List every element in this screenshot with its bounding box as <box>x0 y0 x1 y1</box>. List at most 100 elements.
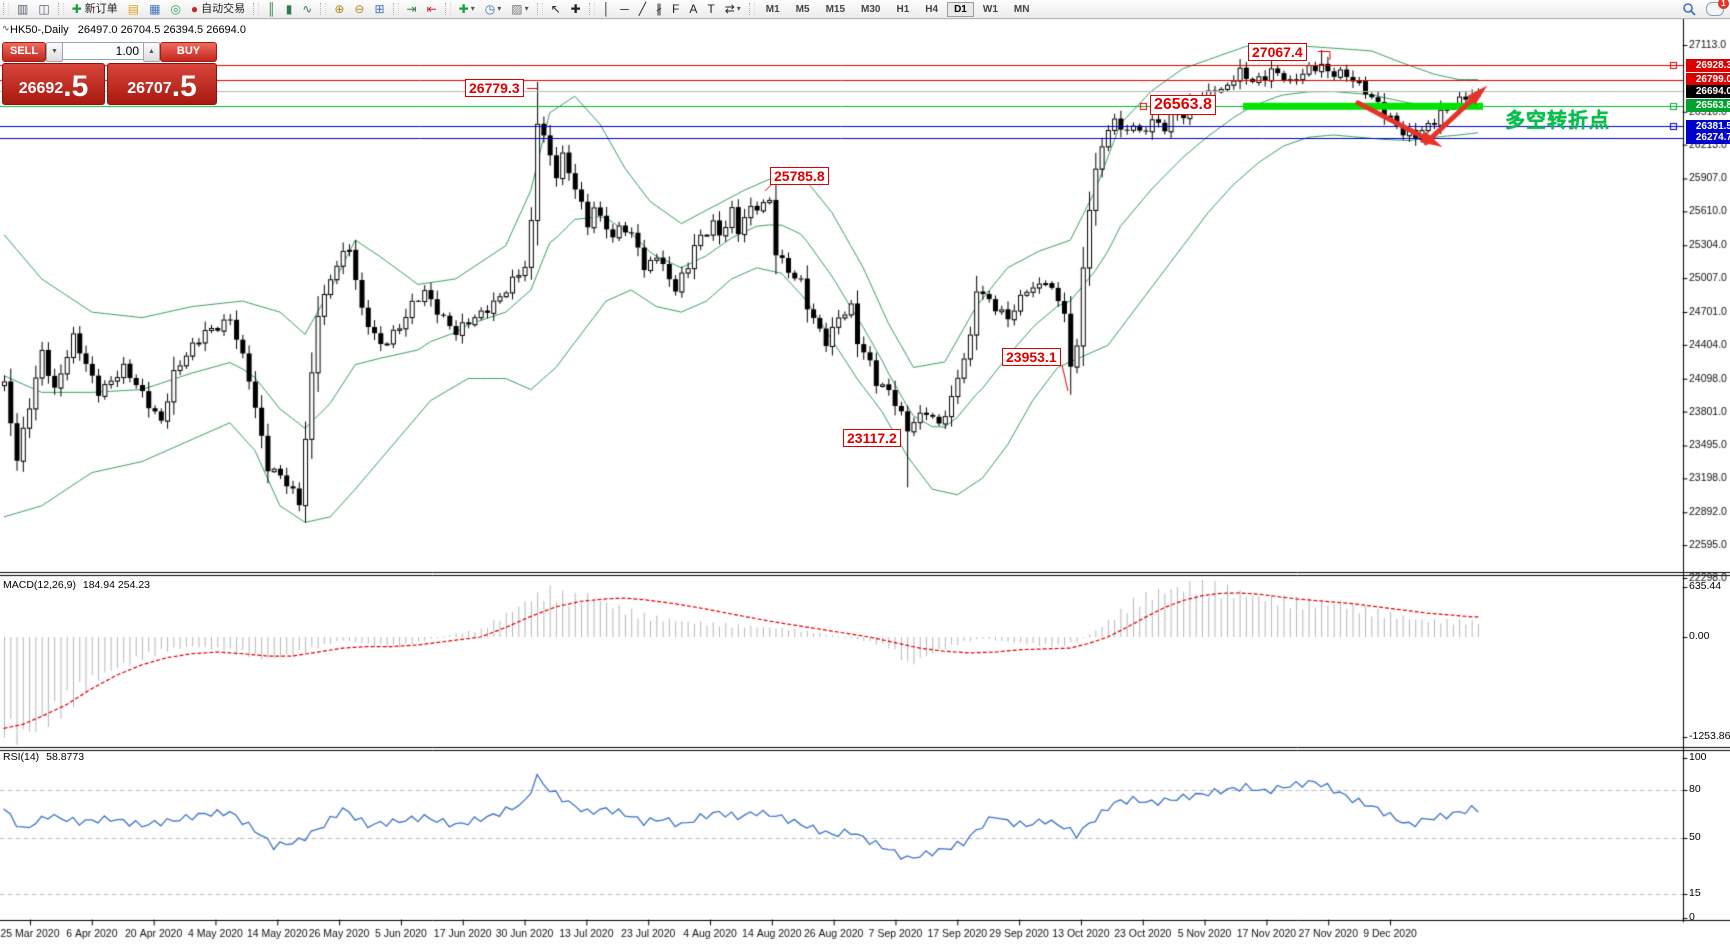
crosshair-button[interactable]: ✚ <box>567 0 585 18</box>
vertical-line-icon: │ <box>602 2 611 16</box>
chevron-down-icon[interactable]: ▾ <box>524 4 529 13</box>
candlestick-chart-icon: ▮ <box>285 2 293 16</box>
buy-price-main: 26707 <box>127 80 172 97</box>
axis-badge-pivot-level: 26563.8 <box>1686 99 1730 112</box>
toolbar-separator <box>444 3 451 15</box>
indicators-button[interactable]: ✚ ▾ <box>455 0 479 18</box>
annotation-peak-high[interactable]: 27067.4 <box>1248 43 1307 61</box>
volume-increase-button[interactable]: ▲ <box>143 42 160 62</box>
channel-button[interactable]: ∦ <box>652 0 666 18</box>
axis-badge-support-1: 26381.5 <box>1686 120 1730 133</box>
toolbar-group: │ ─ ╱ ∦ F A T ⇄ ▾ <box>598 0 746 18</box>
zoom-in-button[interactable]: ⊕ <box>330 0 348 18</box>
timeframe-mn[interactable]: MN <box>1013 3 1030 15</box>
annotation-july-high[interactable]: 26779.3 <box>465 79 524 97</box>
horizontal-line-icon: ─ <box>620 2 629 16</box>
templates-button[interactable]: ▨ ▾ <box>507 0 532 18</box>
bar-chart-icon: ║ <box>267 2 276 16</box>
market-watch-button[interactable]: ▤ <box>124 0 143 18</box>
signals-button[interactable]: ◎ <box>166 0 184 18</box>
autotrading-button-button[interactable]: ● 自动交易 <box>187 0 249 18</box>
vertical-line-button[interactable]: │ <box>599 0 615 18</box>
timeframe-m15[interactable]: M15 <box>825 3 846 15</box>
volume-input[interactable]: 1.00 <box>62 42 144 60</box>
profiles-button[interactable]: ◫ <box>34 0 53 18</box>
annotation-oct-low[interactable]: 23953.1 <box>1002 348 1061 366</box>
navigator-button[interactable]: ▦ <box>145 0 164 18</box>
timeframe-h1[interactable]: H1 <box>896 3 910 15</box>
timeframe-w1[interactable]: W1 <box>982 3 998 15</box>
toolbar-separator <box>253 3 260 15</box>
chevron-down-icon[interactable]: ▾ <box>497 4 502 13</box>
timeframe-m30[interactable]: M30 <box>861 3 881 15</box>
rsi-name: RSI(14) <box>3 751 40 763</box>
buy-button[interactable]: BUY <box>160 42 217 62</box>
notifications-icon[interactable]: 1 <box>1706 0 1729 16</box>
chart-ohlc-values: 26497.0 26704.5 26394.5 26694.0 <box>77 24 246 36</box>
toolbar-separator <box>3 3 9 15</box>
new-order-button: ✚ <box>71 2 82 16</box>
new-chart-button[interactable]: ▥ <box>13 0 32 18</box>
new-order-button-label: 新订单 <box>84 3 118 15</box>
timeframe-m1[interactable]: M1 <box>765 3 780 15</box>
text-button[interactable]: A <box>685 0 701 18</box>
zoom-out-button[interactable]: ⊖ <box>350 0 368 18</box>
chevron-down-icon[interactable]: ▾ <box>470 4 475 13</box>
sell-button[interactable]: SELL <box>2 42 46 62</box>
rsi-scale-80: 80 <box>1689 783 1701 795</box>
timeframe-h4[interactable]: H4 <box>925 3 939 15</box>
annotation-sep-low[interactable]: 23117.2 <box>843 429 901 447</box>
cursor-icon: ↖ <box>550 2 561 16</box>
chart-window: ∿ HK50-,Daily 26497.0 26704.5 26394.5 26… <box>0 18 1730 944</box>
toolbar-separator <box>320 3 327 15</box>
new-chart-icon: ▥ <box>17 2 29 16</box>
buy-price-tile[interactable]: 26707 .5 <box>107 63 217 105</box>
volume-decrease-button[interactable]: ▼ <box>46 42 63 62</box>
timeframe-d1[interactable]: D1 <box>947 1 974 17</box>
chart-marker-icon: ∿ <box>2 23 10 33</box>
bar-chart-button[interactable]: ║ <box>263 0 280 18</box>
text-label-button[interactable]: T <box>703 0 718 18</box>
fibonacci-button[interactable]: F <box>668 0 683 18</box>
chart-shift-button[interactable]: ⇤ <box>423 0 441 18</box>
arrows-button[interactable]: ⇄ ▾ <box>721 0 745 18</box>
tile-windows-icon: ⊞ <box>374 2 385 16</box>
toolbar-group: ✚ 新订单 ▤ ▦ ◎ ● 自动交易 <box>67 0 250 18</box>
zoom-in-icon: ⊕ <box>334 2 345 16</box>
toolbar-group: ⇥ ⇤ <box>402 0 442 18</box>
search-icon[interactable] <box>1682 2 1696 16</box>
annotation-pivot-level[interactable]: 26563.8 <box>1150 95 1216 115</box>
horizontal-line-button[interactable]: ─ <box>616 0 633 18</box>
text-icon: A <box>689 2 698 16</box>
indicators-icon: ✚ <box>458 2 469 16</box>
rsi-scale-100: 100 <box>1689 751 1707 763</box>
periods-icon: ◷ <box>484 2 496 16</box>
annotation-aug-high[interactable]: 25785.8 <box>770 167 829 185</box>
sell-price-tile[interactable]: 26692 .5 <box>2 63 105 105</box>
cursor-button[interactable]: ↖ <box>547 0 565 18</box>
toolbar-separator <box>748 3 755 15</box>
trendline-button[interactable]: ╱ <box>635 0 650 18</box>
annotation-pivot-note-cn[interactable]: 多空转折点 <box>1505 110 1610 132</box>
fibonacci-icon: F <box>671 2 680 16</box>
macd-label: MACD(12,26,9) 184.94 254.23 <box>3 579 150 591</box>
toolbar-group: ✚ ▾ ◷ ▾ ▨ ▾ <box>454 0 534 18</box>
arrows-icon: ⇄ <box>724 2 735 16</box>
timeframe-m5[interactable]: M5 <box>795 3 810 15</box>
periods-button[interactable]: ◷ ▾ <box>481 0 506 18</box>
toolbar-group: ↖ ✚ <box>546 0 586 18</box>
toolbar-separator <box>588 3 595 15</box>
sell-price-fraction: .5 <box>63 70 89 103</box>
new-order-button-button[interactable]: ✚ 新订单 <box>68 0 122 18</box>
candlestick-chart-button[interactable]: ▮ <box>282 0 297 18</box>
toolbar-group: ▥ ◫ <box>12 0 55 18</box>
tile-windows-button[interactable]: ⊞ <box>370 0 388 18</box>
channel-icon: ∦ <box>655 2 662 16</box>
auto-scroll-button[interactable]: ⇥ <box>403 0 421 18</box>
line-chart-button[interactable]: ∿ <box>298 0 316 18</box>
auto-scroll-icon: ⇥ <box>406 2 417 16</box>
chevron-down-icon[interactable]: ▾ <box>736 4 741 13</box>
one-click-trading-panel: SELL ▼ 1.00 ▲ BUY 26692 .5 26707 .5 <box>2 40 217 120</box>
navigator-icon: ▦ <box>149 2 161 16</box>
price-chart-canvas[interactable] <box>0 18 1730 944</box>
